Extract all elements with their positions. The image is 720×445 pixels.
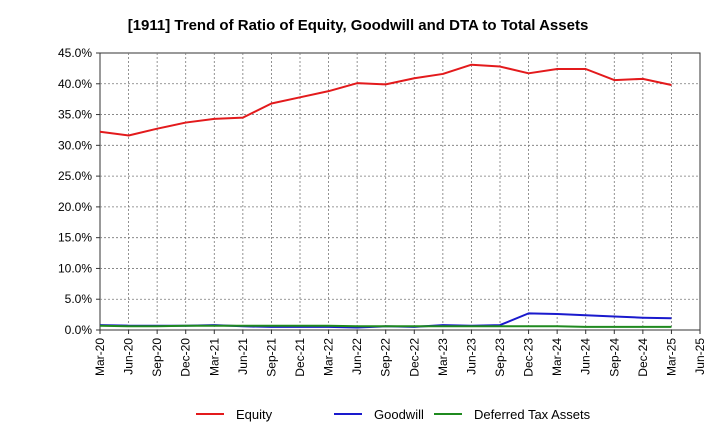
y-tick-label: 30.0% [58,138,92,152]
series-line-equity [99,63,672,137]
x-tick-label: Sep-23 [493,338,507,377]
x-tick-label: Jun-23 [464,338,478,375]
chart-title: [1911] Trend of Ratio of Equity, Goodwil… [128,17,589,34]
y-tick-label: 10.0% [58,261,92,275]
x-tick-label: Sep-22 [379,338,393,377]
legend-label-equity: Equity [236,407,273,422]
x-tick-label: Sep-20 [150,338,164,377]
x-tick-label: Dec-21 [293,338,307,377]
y-tick-label: 25.0% [58,169,92,183]
x-tick-label: Dec-23 [522,338,536,377]
x-tick-label: Sep-21 [264,338,278,377]
legend: Equity Goodwill Deferred Tax Assets [196,407,591,422]
y-tick-label: 15.0% [58,231,92,245]
y-tick-label: 20.0% [58,200,92,214]
y-axis: 0.0% 5.0% 10.0% 15.0% 20.0% 25.0% 30.0% 35.0% 40… [58,46,100,337]
x-tick-label: Jun-22 [350,338,364,375]
x-tick-label: Jun-25 [693,338,707,375]
x-tick-label: Dec-22 [407,338,421,377]
x-tick-label: Dec-24 [636,338,650,377]
x-tick-label: Mar-22 [322,338,336,376]
y-tick-label: 5.0% [65,292,93,306]
y-tick-label: 0.0% [65,323,93,337]
x-tick-label: Jun-20 [122,338,136,375]
x-tick-label: Jun-21 [236,338,250,375]
x-tick-label: Jun-24 [579,338,593,375]
x-tick-label: Sep-24 [607,338,621,377]
x-tick-label: Mar-20 [93,338,107,376]
y-tick-label: 35.0% [58,108,92,122]
y-tick-label: 40.0% [58,77,92,91]
x-axis: Mar-20 Jun-20 Sep-20 Dec-20 Mar-21 Jun-21 Sep-… [93,330,707,377]
legend-label-goodwill: Goodwill [374,407,424,422]
x-tick-label: Mar-25 [664,338,678,376]
series-lines [99,63,672,329]
x-tick-label: Mar-23 [436,338,450,376]
y-tick-label: 45.0% [58,46,92,60]
plot-area [99,52,701,331]
x-tick-label: Dec-20 [179,338,193,377]
gridlines [100,53,700,330]
legend-label-deferred-tax-assets: Deferred Tax Assets [474,407,591,422]
series-line-deferred-tax-assets [99,324,672,328]
x-tick-label: Mar-24 [550,338,564,376]
x-tick-label: Mar-21 [207,338,221,376]
